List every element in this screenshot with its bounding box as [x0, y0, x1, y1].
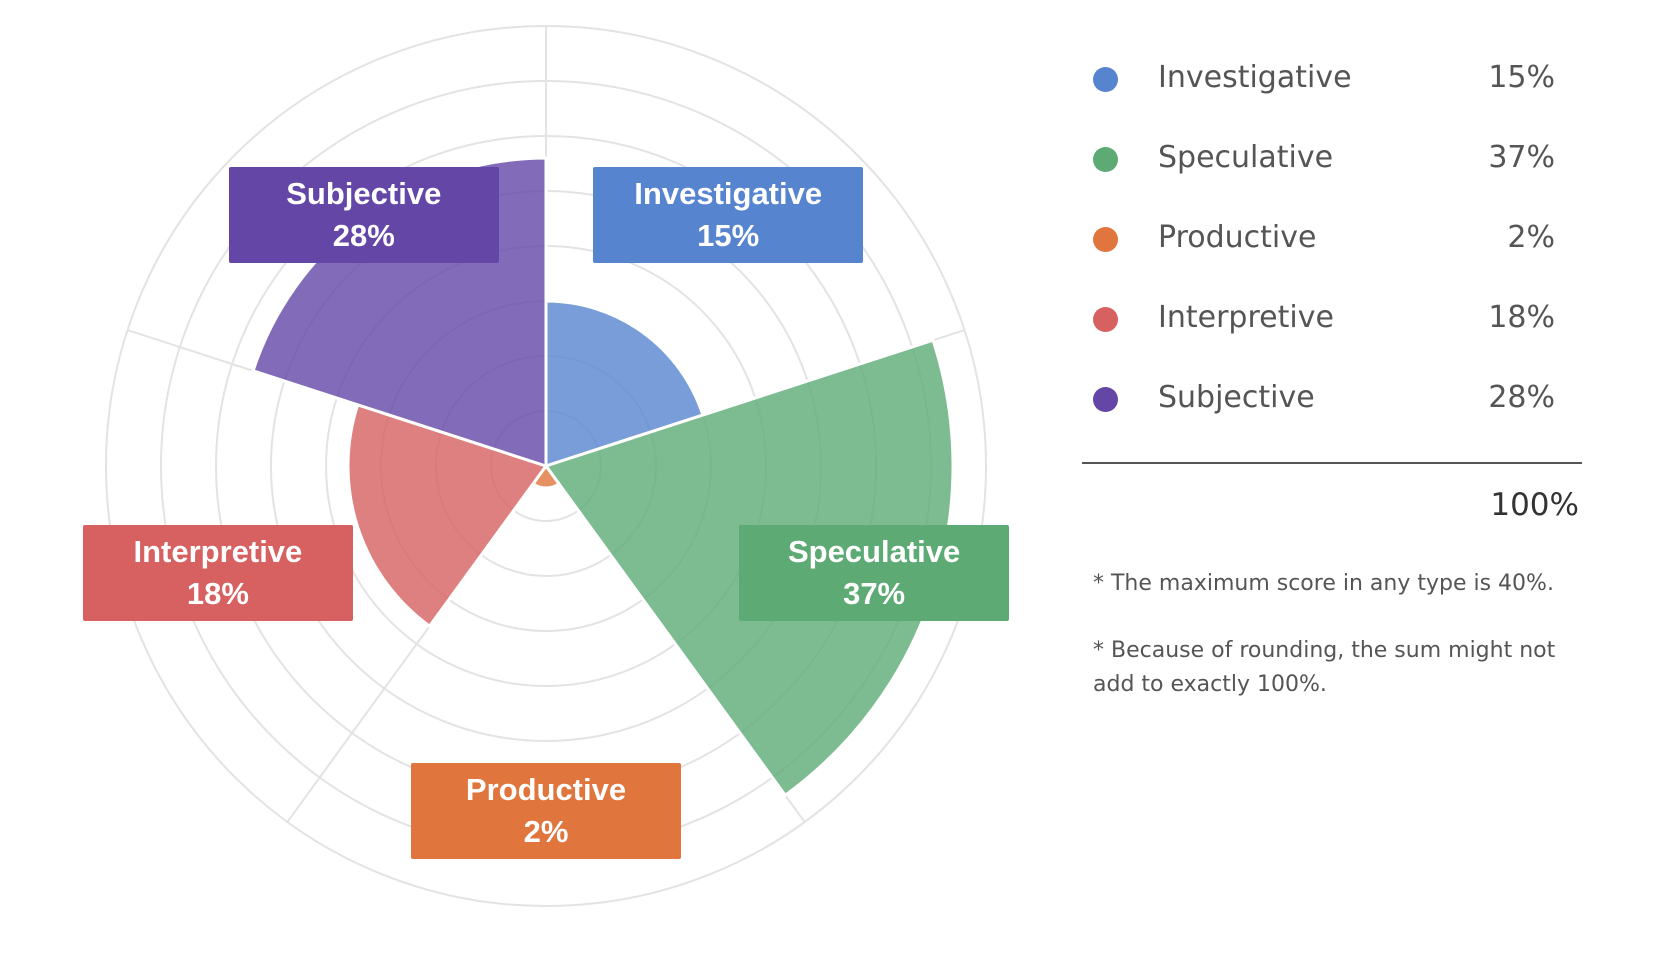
legend-dot-icon — [1093, 387, 1118, 412]
legend-value: 28% — [1488, 380, 1555, 415]
legend-dot-icon — [1093, 67, 1118, 92]
legend-divider — [1082, 462, 1582, 464]
slice-label-name: Speculative — [787, 533, 961, 569]
legend-value: 37% — [1488, 140, 1555, 175]
legend-label: Productive — [1158, 220, 1317, 255]
slice-label-value: 28% — [332, 218, 395, 254]
total-value: 100% — [1490, 487, 1579, 523]
legend-label: Investigative — [1158, 60, 1352, 95]
slice-label-value: 18% — [186, 575, 249, 611]
slice-label-name: Subjective — [286, 176, 442, 212]
legend-value: 15% — [1488, 60, 1555, 95]
legend-dot-icon — [1093, 147, 1118, 172]
slice-investigative — [544, 299, 705, 468]
legend-item-interpretive: Interpretive 18% — [1085, 290, 1585, 370]
legend-item-productive: Productive 2% — [1085, 210, 1585, 290]
legend-item-speculative: Speculative 37% — [1085, 130, 1585, 210]
legend-dot-icon — [1093, 307, 1118, 332]
note-rounding: * Because of rounding, the sum might not… — [1093, 638, 1556, 697]
slice-label-interpretive: Interpretive 18% — [82, 524, 353, 621]
slice-label-name: Investigative — [634, 176, 823, 212]
legend-item-subjective: Subjective 28% — [1085, 370, 1585, 450]
slice-label-value: 2% — [523, 814, 569, 849]
legend-label: Speculative — [1158, 140, 1334, 175]
slice-label-name: Interpretive — [133, 533, 303, 569]
slice-label-subjective: Subjective 28% — [228, 167, 499, 264]
slice-label-value: 15% — [697, 218, 760, 254]
legend-label: Interpretive — [1158, 300, 1334, 335]
slice-interpretive — [346, 403, 548, 628]
legend-item-investigative: Investigative 15% — [1085, 50, 1585, 130]
slice-label-investigative: Investigative 15% — [593, 167, 864, 264]
slice-label-productive: Productive 2% — [411, 763, 681, 859]
legend-dot-icon — [1093, 227, 1118, 252]
slice-label-name: Productive — [465, 772, 627, 807]
legend-value: 18% — [1488, 300, 1555, 335]
legend: Investigative 15% Speculative 37% Produc… — [1085, 50, 1585, 450]
note-max-score: * The maximum score in any type is 40%. — [1093, 571, 1554, 596]
legend-value: 2% — [1507, 220, 1555, 255]
slice-label-speculative: Speculative 37% — [739, 524, 1010, 621]
legend-label: Subjective — [1158, 380, 1315, 415]
slice-label-value: 37% — [843, 575, 906, 611]
